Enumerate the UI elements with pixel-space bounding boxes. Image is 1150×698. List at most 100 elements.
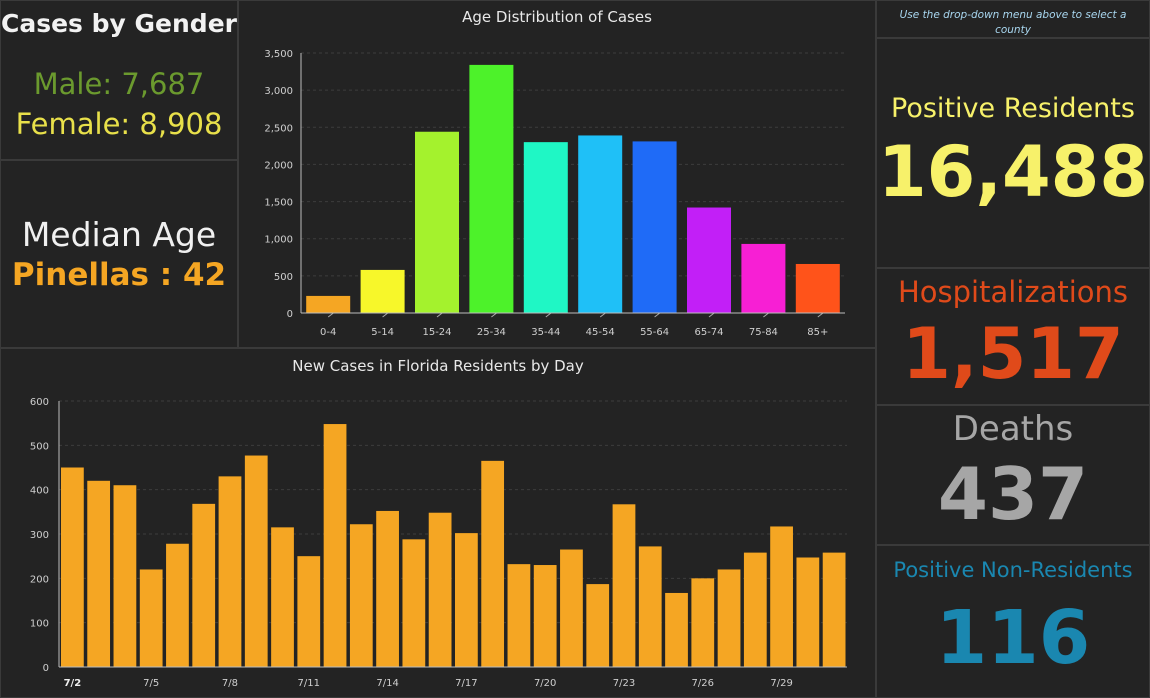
daily-bar (612, 504, 636, 667)
daily-y-tick-label: 600 (30, 397, 49, 408)
age-x-tick-label: 85+ (807, 327, 828, 338)
deaths-label: Deaths (952, 409, 1074, 449)
daily-bar (717, 569, 741, 667)
age-x-tick-label: 75-84 (749, 327, 778, 338)
positive-residents-panel: Positive Residents 16,488 (876, 38, 1150, 268)
daily-x-tick-label: 7/8 (222, 678, 238, 689)
cases-by-gender-panel: Cases by Gender Male: 7,687 Female: 8,90… (0, 0, 238, 160)
daily-bar (113, 485, 137, 667)
daily-x-tick-label: 7/29 (770, 678, 792, 689)
positive-residents-value: 16,488 (877, 131, 1149, 213)
county-hint: Use the drop-down menu above to select a… (899, 9, 1127, 36)
daily-bar (691, 578, 715, 667)
daily-y-tick-label: 500 (30, 441, 49, 452)
deaths-panel: Deaths 437 (876, 405, 1150, 545)
daily-bar (349, 524, 373, 667)
age-chart-title: Age Distribution of Cases (462, 8, 652, 26)
age-y-tick-label: 3,500 (264, 49, 293, 60)
age-bar-25-34 (469, 64, 514, 313)
age-bar-85+ (795, 263, 840, 313)
positive-non-residents-value: 116 (935, 595, 1091, 681)
age-x-tick-label: 15-24 (422, 327, 451, 338)
county-hint-panel: Use the drop-down menu above to select a… (876, 0, 1150, 38)
daily-bar (743, 552, 767, 667)
age-x-tick (599, 312, 606, 318)
age-x-tick-label: 65-74 (694, 327, 723, 338)
age-y-tick-label: 1,000 (264, 235, 293, 246)
daily-bar (428, 512, 452, 667)
daily-y-tick-label: 300 (30, 530, 49, 541)
daily-cases-chart: 0 100 200 300 400 500 600 7/2 7/5 7/8 7/11 7/14 7/17… (30, 397, 847, 689)
daily-x-tick-label: 7/5 (143, 678, 159, 689)
deaths-value: 437 (937, 452, 1089, 536)
age-x-tick (545, 312, 552, 318)
daily-y-tick-label: 200 (30, 574, 49, 585)
age-distribution-panel: Age Distribution of Cases 0 500 1,000 1,500… (238, 0, 876, 348)
age-bar-15-24 (415, 131, 459, 313)
daily-bar (770, 526, 793, 667)
age-x-tick-label: 5-14 (371, 327, 394, 338)
age-distribution-chart: 0 500 1,000 1,500 2,000 2,500 3,000 3,500 0-4 5-1… (264, 49, 845, 338)
daily-bar (507, 564, 531, 667)
positive-non-residents-label: Positive Non-Residents (893, 558, 1133, 582)
daily-bar (244, 455, 268, 667)
female-count: Female: 8,908 (15, 107, 223, 141)
positive-residents-label: Positive Residents (891, 93, 1135, 124)
daily-bar (271, 527, 294, 667)
daily-bar (481, 460, 505, 667)
age-x-tick (708, 312, 715, 318)
median-age-label: Median Age (21, 215, 217, 254)
age-bar-0-4 (306, 295, 351, 313)
hospitalizations-panel: Hospitalizations 1,517 (876, 268, 1150, 405)
age-x-tick-label: 45-54 (586, 327, 615, 338)
median-age-value: Pinellas : 42 (11, 257, 227, 293)
age-x-tick-label: 0-4 (320, 327, 336, 338)
median-age-panel: Median Age Pinellas : 42 (0, 160, 238, 348)
daily-bar (796, 557, 820, 667)
age-x-tick (654, 312, 661, 318)
daily-cases-panel: New Cases in Florida Residents by Day 0 1… (0, 348, 876, 698)
daily-bar (822, 552, 846, 667)
daily-bar (166, 543, 189, 667)
daily-bar (586, 584, 610, 667)
daily-bar (376, 510, 399, 667)
daily-x-tick-label: 7/26 (692, 678, 714, 689)
daily-bar (455, 533, 478, 667)
daily-bar (87, 480, 111, 667)
age-bar-5-14 (360, 269, 405, 313)
age-y-tick-label: 1,500 (264, 198, 293, 209)
age-x-tick (382, 312, 389, 318)
hospitalizations-value: 1,517 (902, 313, 1124, 395)
daily-x-tick-label: 7/23 (613, 678, 635, 689)
age-x-tick-label: 35-44 (531, 327, 560, 338)
daily-bar (560, 549, 583, 667)
age-y-tick-label: 3,000 (264, 86, 293, 97)
age-bar-55-64 (632, 141, 677, 313)
age-x-tick (763, 312, 769, 318)
age-x-tick (817, 312, 824, 318)
age-bar-35-44 (523, 142, 568, 313)
age-bar-45-54 (578, 135, 623, 313)
daily-y-tick-label: 400 (30, 486, 49, 497)
daily-x-tick-label: 7/14 (376, 678, 398, 689)
daily-bar (139, 569, 163, 667)
daily-x-tick-label: 7/2 (64, 678, 82, 689)
hospitalizations-label: Hospitalizations (897, 275, 1129, 309)
age-x-tick-label: 55-64 (640, 327, 669, 338)
age-x-tick (436, 312, 443, 318)
age-bar-75-84 (741, 243, 786, 313)
daily-bar (665, 592, 688, 667)
age-y-tick-label: 500 (274, 272, 293, 283)
daily-bar (192, 503, 216, 667)
daily-y-tick-label: 0 (43, 663, 49, 674)
daily-x-tick-label: 7/20 (534, 678, 556, 689)
daily-bar (218, 476, 242, 667)
daily-bar (61, 467, 84, 667)
age-x-tick (491, 312, 497, 318)
positive-non-residents-panel: Positive Non-Residents 116 (876, 545, 1150, 698)
daily-x-tick-label: 7/17 (455, 678, 477, 689)
male-count: Male: 7,687 (33, 67, 205, 101)
age-y-tick-label: 2,500 (264, 123, 293, 134)
daily-bar (638, 546, 662, 667)
daily-bar (533, 565, 557, 667)
